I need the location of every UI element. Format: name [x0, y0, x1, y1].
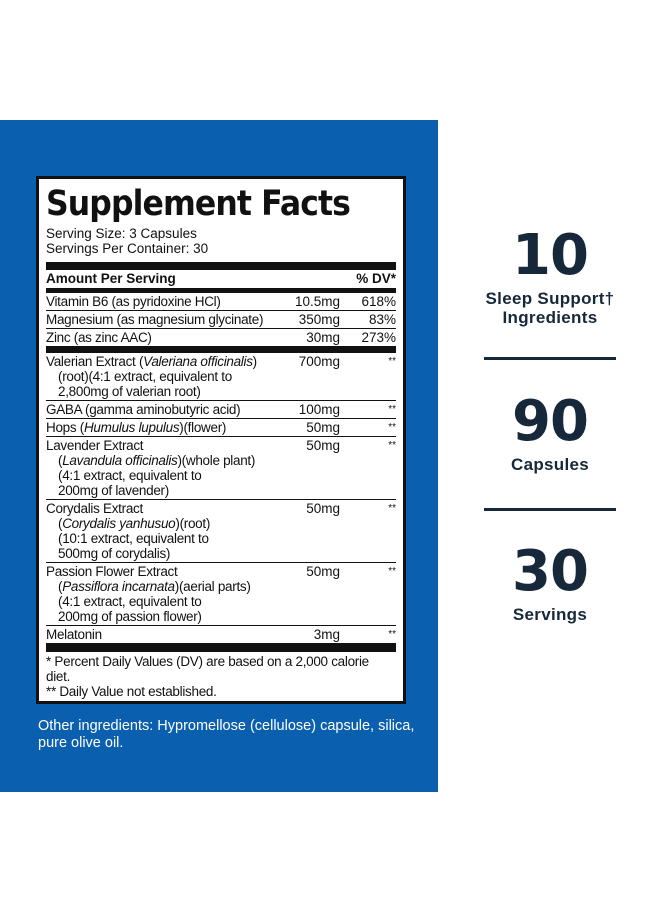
divider-bar [46, 643, 396, 652]
nutrient-amount: 350mg [298, 312, 340, 327]
supplement-facts-label: Supplement Facts Serving Size: 3 Capsule… [36, 176, 406, 704]
ingredient-name-text: )(flower) [179, 420, 227, 435]
nutrient-amount: 30mg [306, 330, 340, 345]
ingredient-dv: ** [388, 422, 396, 433]
divider-bar [46, 346, 396, 353]
servings-per-container: Servings Per Container: 30 [46, 241, 209, 256]
ingredient-name: Passion Flower Extract (Passiflora incarn… [46, 564, 284, 624]
nutrient-amount: 10.5mg [294, 294, 340, 309]
other-ingredients: Other ingredients: Hypromellose (cellulo… [38, 718, 415, 751]
footnote-dv: * Percent Daily Values (DV) are based on… [46, 654, 369, 684]
table-header: Amount Per Serving % DV* [46, 270, 396, 288]
amount-header: Amount Per Serving [46, 271, 176, 286]
ingredient-amount: 50mg [306, 438, 340, 453]
blend-rows: Valerian Extract (Valeriana officinalis)… [46, 353, 396, 643]
table-row: Lavender Extract (Lavandula officinalis)(… [46, 436, 396, 499]
ingredient-detail-text: )(aerial parts) [174, 579, 251, 594]
ingredient-amount: 3mg [313, 627, 340, 642]
dv-header: % DV* [356, 271, 396, 286]
latin-name: Passiflora incarnata [62, 579, 175, 594]
table-row: Passion Flower Extract (Passiflora incarn… [46, 562, 396, 625]
ingredient-name: Melatonin [46, 627, 284, 642]
ingredient-dv: ** [388, 566, 396, 577]
vitamin-rows: Vitamin B6 (as pyridoxine HCl) 10.5mg 618%… [46, 293, 396, 346]
ingredient-detail: (Lavandula officinalis)(whole plant) [58, 453, 256, 468]
table-row: GABA (gamma aminobutyric acid) 100mg ** [46, 400, 396, 418]
ingredient-name-text: Valerian Extract ( [46, 354, 144, 369]
ingredient-name-text: GABA (gamma aminobutyric acid) [46, 402, 241, 417]
ingredient-detail-text: )(whole plant) [177, 453, 256, 468]
ingredient-name: Valerian Extract (Valeriana officinalis)… [46, 354, 284, 399]
ingredient-name-text: Lavender Extract [46, 438, 144, 453]
ingredient-name-text: Corydalis Extract [46, 501, 143, 516]
divider-bar [46, 262, 396, 270]
nutrient-dv: 618% [361, 294, 396, 309]
stat-number: 30 [512, 539, 589, 604]
stat-servings: 30 Servings [470, 539, 630, 625]
table-row: Hops (Humulus lupulus)(flower) 50mg ** [46, 418, 396, 436]
ingredient-name: Lavender Extract (Lavandula officinalis)(… [46, 438, 284, 498]
ingredient-dv: ** [388, 440, 396, 451]
latin-name: Corydalis yanhusuo [62, 516, 176, 531]
ingredient-detail-text: )(root) [175, 516, 211, 531]
table-row: Valerian Extract (Valeriana officinalis)… [46, 353, 396, 400]
ingredient-name-text: Hops ( [46, 420, 84, 435]
table-row: Corydalis Extract (Corydalis yanhusuo)(ro… [46, 499, 396, 562]
ingredient-amount: 50mg [306, 564, 340, 579]
nutrient-name: Vitamin B6 (as pyridoxine HCl) [46, 294, 221, 309]
blue-background-panel: Supplement Facts Serving Size: 3 Capsule… [0, 120, 438, 792]
ingredient-amount: 100mg [298, 402, 340, 417]
ingredient-dv: ** [388, 404, 396, 415]
latin-name: Lavandula officinalis [62, 453, 178, 468]
table-row: Zinc (as zinc AAC) 30mg 273% [46, 328, 396, 346]
ingredient-detail: (10:1 extract, equivalent to [58, 531, 209, 546]
stat-number: 10 [512, 223, 589, 288]
ingredient-name-text: ) [252, 354, 258, 369]
nutrient-name: Zinc (as zinc AAC) [46, 330, 152, 345]
ingredient-name-text: Passion Flower Extract [46, 564, 178, 579]
facts-title: Supplement Facts [46, 184, 351, 224]
ingredient-detail: (Passiflora incarnata)(aerial parts) [58, 579, 251, 594]
stat-label: Sleep Support† [485, 289, 615, 308]
footnote-not-established: ** Daily Value not established. [46, 684, 217, 699]
ingredient-name: Corydalis Extract (Corydalis yanhusuo)(ro… [46, 501, 284, 561]
ingredient-detail: 200mg of lavender) [58, 483, 169, 498]
stat-number: 90 [512, 389, 589, 454]
stat-label: Capsules [511, 455, 589, 474]
ingredient-dv: ** [388, 503, 396, 514]
ingredient-detail: 2,800mg of valerian root) [58, 384, 201, 399]
ingredient-detail: (4:1 extract, equivalent to [58, 468, 202, 483]
ingredient-amount: 50mg [306, 420, 340, 435]
ingredient-dv: ** [388, 629, 396, 640]
ingredient-detail: (4:1 extract, equivalent to [58, 594, 202, 609]
ingredient-amount: 700mg [298, 354, 340, 369]
stat-ingredients: 10 Sleep Support† Ingredients [470, 223, 630, 328]
ingredient-name-text: Melatonin [46, 627, 102, 642]
ingredient-detail: 500mg of corydalis) [58, 546, 171, 561]
ingredient-detail: 200mg of passion flower) [58, 609, 202, 624]
stat-capsules: 90 Capsules [470, 389, 630, 475]
ingredient-name: Hops (Humulus lupulus)(flower) [46, 420, 284, 435]
serving-size: Serving Size: 3 Capsules [46, 226, 197, 241]
ingredient-amount: 50mg [306, 501, 340, 516]
stat-label: Ingredients [502, 308, 598, 327]
table-row: Magnesium (as magnesium glycinate) 350mg 8… [46, 310, 396, 328]
ingredient-name: GABA (gamma aminobutyric acid) [46, 402, 284, 417]
stat-divider [484, 508, 616, 511]
ingredient-detail: (Corydalis yanhusuo)(root) [58, 516, 211, 531]
stat-label: Servings [512, 605, 588, 624]
table-row: Vitamin B6 (as pyridoxine HCl) 10.5mg 618% [46, 293, 396, 310]
stat-divider [484, 357, 616, 360]
ingredient-detail: (root)(4:1 extract, equivalent to [58, 369, 232, 384]
table-row: Melatonin 3mg ** [46, 625, 396, 643]
nutrient-name: Magnesium (as magnesium glycinate) [46, 312, 264, 327]
nutrient-dv: 83% [368, 312, 396, 327]
nutrient-dv: 273% [361, 330, 396, 345]
latin-name: Humulus lupulus [83, 420, 180, 435]
latin-name: Valeriana officinalis [143, 354, 253, 369]
ingredient-dv: ** [388, 356, 396, 367]
divider-bar [46, 288, 396, 293]
